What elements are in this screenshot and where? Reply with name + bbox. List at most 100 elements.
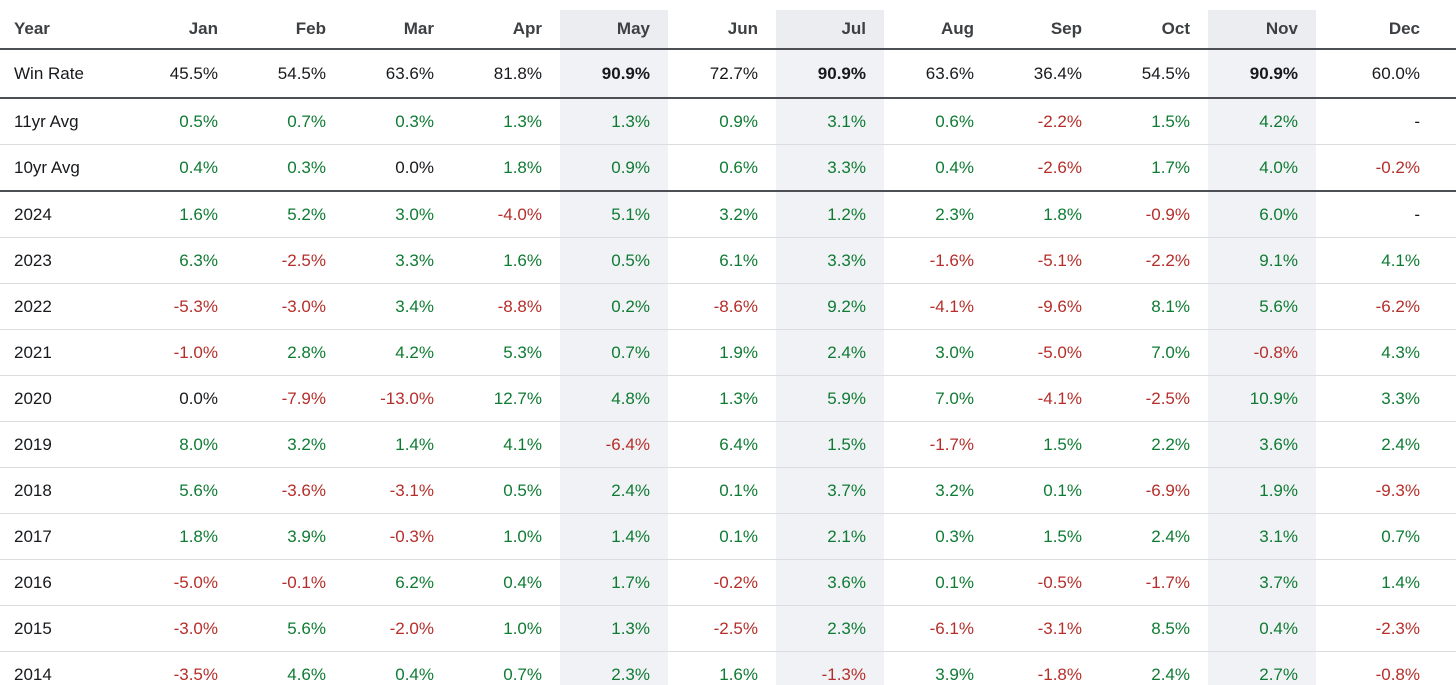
table-row-2019: 2019 8.0% 3.2% 1.4% 4.1% -6.4% 6.4% 1.5% -1.7% 1.…: [0, 421, 1456, 468]
value-cell: 2.8%: [287, 342, 326, 362]
table-row-2021: 2021 -1.0% 2.8% 4.2% 5.3% 0.7% 1.9% 2.4% 3.0% -5.…: [0, 329, 1456, 376]
value-cell: 45.5%: [169, 63, 218, 83]
value-cell: 3.3%: [1381, 388, 1420, 408]
value-cell: 81.8%: [493, 63, 542, 83]
value-cell: 5.6%: [1208, 283, 1316, 330]
value-cell: 3.6%: [1208, 421, 1316, 468]
header-cell-month: Sep: [1050, 19, 1082, 38]
value-cell: 6.2%: [395, 572, 434, 592]
value-cell: 90.9%: [776, 49, 884, 98]
value-cell: -0.8%: [1375, 664, 1420, 684]
value-cell: 3.2%: [719, 204, 758, 224]
value-cell: 0.3%: [935, 526, 974, 546]
value-cell: -0.5%: [1037, 572, 1082, 592]
value-cell: 4.2%: [1208, 98, 1316, 145]
value-cell: -4.1%: [1037, 388, 1082, 408]
value-cell: 9.2%: [776, 283, 884, 330]
value-cell: 0.1%: [1043, 480, 1082, 500]
row-label: 2014: [14, 664, 52, 684]
value-cell: 4.6%: [287, 664, 326, 684]
table-row-2014: 2014 -3.5% 4.6% 0.4% 0.7% 2.3% 1.6% -1.3% 3.9% -1…: [0, 651, 1456, 685]
row-label: 11yr Avg: [14, 111, 79, 131]
value-cell: 0.4%: [503, 572, 542, 592]
value-cell: 1.4%: [395, 434, 434, 454]
value-cell: -13.0%: [380, 388, 434, 408]
value-cell: 5.1%: [560, 191, 668, 238]
value-cell: -6.1%: [929, 618, 974, 638]
value-cell: 1.9%: [1208, 467, 1316, 514]
value-cell: 3.3%: [395, 250, 434, 270]
value-cell: 0.1%: [719, 480, 758, 500]
row-label: 2016: [14, 572, 52, 592]
value-cell: 1.5%: [1043, 526, 1082, 546]
value-cell: 0.4%: [395, 664, 434, 684]
value-cell: 1.9%: [719, 342, 758, 362]
value-cell: 0.0%: [395, 157, 434, 177]
value-cell: 7.0%: [935, 388, 974, 408]
monthly-returns-table: Year Jan Feb Mar Apr May Jun Jul Aug Sep Oct Nov Dec…: [0, 10, 1456, 685]
table-row-11yr-avg: 11yr Avg 0.5% 0.7% 0.3% 1.3% 1.3% 0.9% 3.1% 0.6%…: [0, 98, 1456, 145]
value-cell: 3.0%: [395, 204, 434, 224]
header-cell-month: May: [560, 10, 668, 49]
value-cell: -4.0%: [497, 204, 542, 224]
table-row-win-rate: Win Rate 45.5% 54.5% 63.6% 81.8% 90.9% 72.7% 90…: [0, 49, 1456, 98]
value-cell: 1.7%: [1151, 157, 1190, 177]
value-cell: -0.8%: [1208, 329, 1316, 376]
row-label: 2023: [14, 250, 52, 270]
row-label: 2020: [14, 388, 52, 408]
row-label: 2024: [14, 204, 52, 224]
value-cell: 4.0%: [1208, 144, 1316, 191]
header-cell-month: Oct: [1161, 19, 1190, 38]
value-cell: -1.7%: [1145, 572, 1190, 592]
value-cell: 1.6%: [503, 250, 542, 270]
row-label: 2021: [14, 342, 52, 362]
value-cell: -2.0%: [389, 618, 434, 638]
value-cell: 0.7%: [503, 664, 542, 684]
value-cell: -2.5%: [713, 618, 758, 638]
value-cell: 2.2%: [1151, 434, 1190, 454]
value-cell: 6.3%: [179, 250, 218, 270]
value-cell: 36.4%: [1033, 63, 1082, 83]
value-cell: 12.7%: [493, 388, 542, 408]
header-cell-month: Jul: [776, 10, 884, 49]
header-cell-month: Jan: [188, 19, 218, 38]
value-cell: 4.3%: [1381, 342, 1420, 362]
value-cell: 2.4%: [1381, 434, 1420, 454]
value-cell: -0.2%: [1375, 157, 1420, 177]
value-cell: 0.7%: [1381, 526, 1420, 546]
value-cell: 1.3%: [719, 388, 758, 408]
table-row-2024: 2024 1.6% 5.2% 3.0% -4.0% 5.1% 3.2% 1.2% 2.3% 1.8…: [0, 191, 1456, 238]
header-cell-month: Mar: [403, 19, 434, 38]
value-cell: 3.3%: [776, 237, 884, 284]
value-cell: 6.1%: [719, 250, 758, 270]
row-label: 2022: [14, 296, 52, 316]
value-cell: 5.6%: [287, 618, 326, 638]
value-cell: 8.5%: [1151, 618, 1190, 638]
value-cell: 90.9%: [560, 49, 668, 98]
value-cell: 6.4%: [719, 434, 758, 454]
value-cell: -5.0%: [173, 572, 218, 592]
value-cell: -5.1%: [1037, 250, 1082, 270]
value-cell: -8.6%: [713, 296, 758, 316]
value-cell: 54.5%: [1141, 63, 1190, 83]
value-cell: 4.1%: [1381, 250, 1420, 270]
header-cell-year: Year: [14, 19, 50, 38]
value-cell: 7.0%: [1151, 342, 1190, 362]
value-cell: 1.3%: [560, 605, 668, 652]
value-cell: 0.5%: [503, 480, 542, 500]
value-cell: -0.2%: [713, 572, 758, 592]
value-cell: 0.6%: [719, 157, 758, 177]
value-cell: 0.5%: [560, 237, 668, 284]
header-row: Year Jan Feb Mar Apr May Jun Jul Aug Sep Oct Nov Dec: [0, 10, 1456, 49]
value-cell: 3.2%: [935, 480, 974, 500]
value-cell: 3.2%: [287, 434, 326, 454]
table-row-2017: 2017 1.8% 3.9% -0.3% 1.0% 1.4% 0.1% 2.1% 0.3% 1.5…: [0, 513, 1456, 560]
value-cell: 2.7%: [1208, 651, 1316, 685]
value-cell: 1.0%: [503, 618, 542, 638]
table-row-2018: 2018 5.6% -3.6% -3.1% 0.5% 2.4% 0.1% 3.7% 3.2% 0.…: [0, 467, 1456, 514]
value-cell: 5.9%: [776, 375, 884, 422]
value-cell: 1.4%: [1381, 572, 1420, 592]
value-cell: 3.1%: [776, 98, 884, 145]
value-cell: -3.0%: [281, 296, 326, 316]
value-cell: 3.7%: [1208, 559, 1316, 606]
